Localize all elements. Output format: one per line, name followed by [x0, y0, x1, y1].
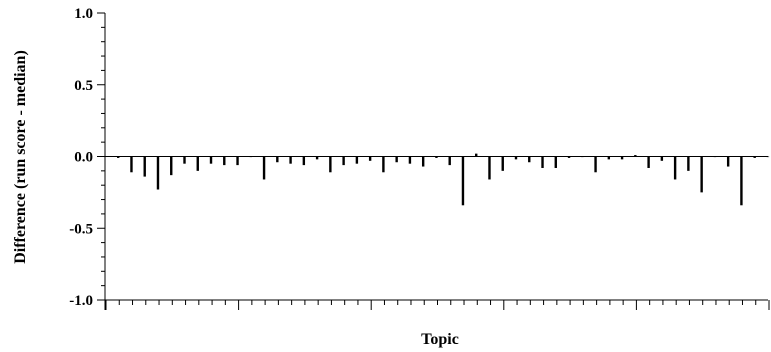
bar	[223, 156, 226, 166]
y-axis-label: Difference (run score - median)	[12, 50, 29, 264]
bar	[170, 156, 173, 176]
bar	[262, 156, 266, 180]
bar	[156, 156, 160, 190]
bar	[329, 156, 332, 173]
bar	[660, 156, 664, 161]
bar	[461, 156, 465, 206]
bar	[700, 156, 703, 193]
y-axis-tick-labels: 1.0 0.5 0.0 -0.5 -1.0	[69, 6, 93, 309]
bar	[594, 156, 597, 173]
bar	[607, 156, 611, 160]
bar	[117, 156, 120, 158]
bar	[130, 156, 133, 173]
bar	[554, 156, 557, 168]
bar	[501, 156, 504, 171]
y-tick-label: 0.5	[74, 78, 93, 94]
bar	[289, 156, 292, 164]
y-axis-ticks	[97, 12, 105, 301]
bar	[276, 156, 279, 163]
bar	[634, 155, 637, 157]
y-tick-label: 0.0	[74, 150, 93, 166]
bar	[514, 156, 518, 160]
bar	[302, 156, 306, 166]
x-axis-label: Topic	[421, 331, 459, 348]
bar	[355, 156, 359, 164]
bar	[673, 156, 677, 180]
bar	[567, 156, 571, 158]
bar	[209, 156, 213, 164]
bar	[421, 156, 425, 167]
bar	[687, 156, 690, 171]
bar	[382, 156, 385, 173]
bar	[541, 156, 544, 168]
bar	[528, 156, 531, 163]
bar	[620, 156, 624, 160]
y-tick-label: 1.0	[74, 6, 93, 22]
bar	[448, 156, 451, 166]
bars	[117, 153, 770, 206]
bar	[196, 156, 199, 171]
bar	[647, 156, 650, 168]
bar	[475, 153, 478, 157]
bar	[408, 156, 412, 164]
bar	[315, 156, 319, 160]
y-tick-label: -0.5	[69, 221, 93, 237]
bar	[368, 156, 372, 161]
x-axis-ticks	[105, 300, 770, 310]
bar	[435, 156, 438, 158]
bar	[726, 156, 730, 167]
bar	[753, 156, 756, 158]
bar	[183, 156, 186, 164]
bar	[236, 156, 239, 166]
bar	[740, 156, 743, 206]
bar	[395, 156, 398, 163]
y-tick-label: -1.0	[69, 293, 93, 309]
bar	[488, 156, 491, 180]
bar	[143, 156, 146, 177]
bar	[342, 156, 345, 166]
